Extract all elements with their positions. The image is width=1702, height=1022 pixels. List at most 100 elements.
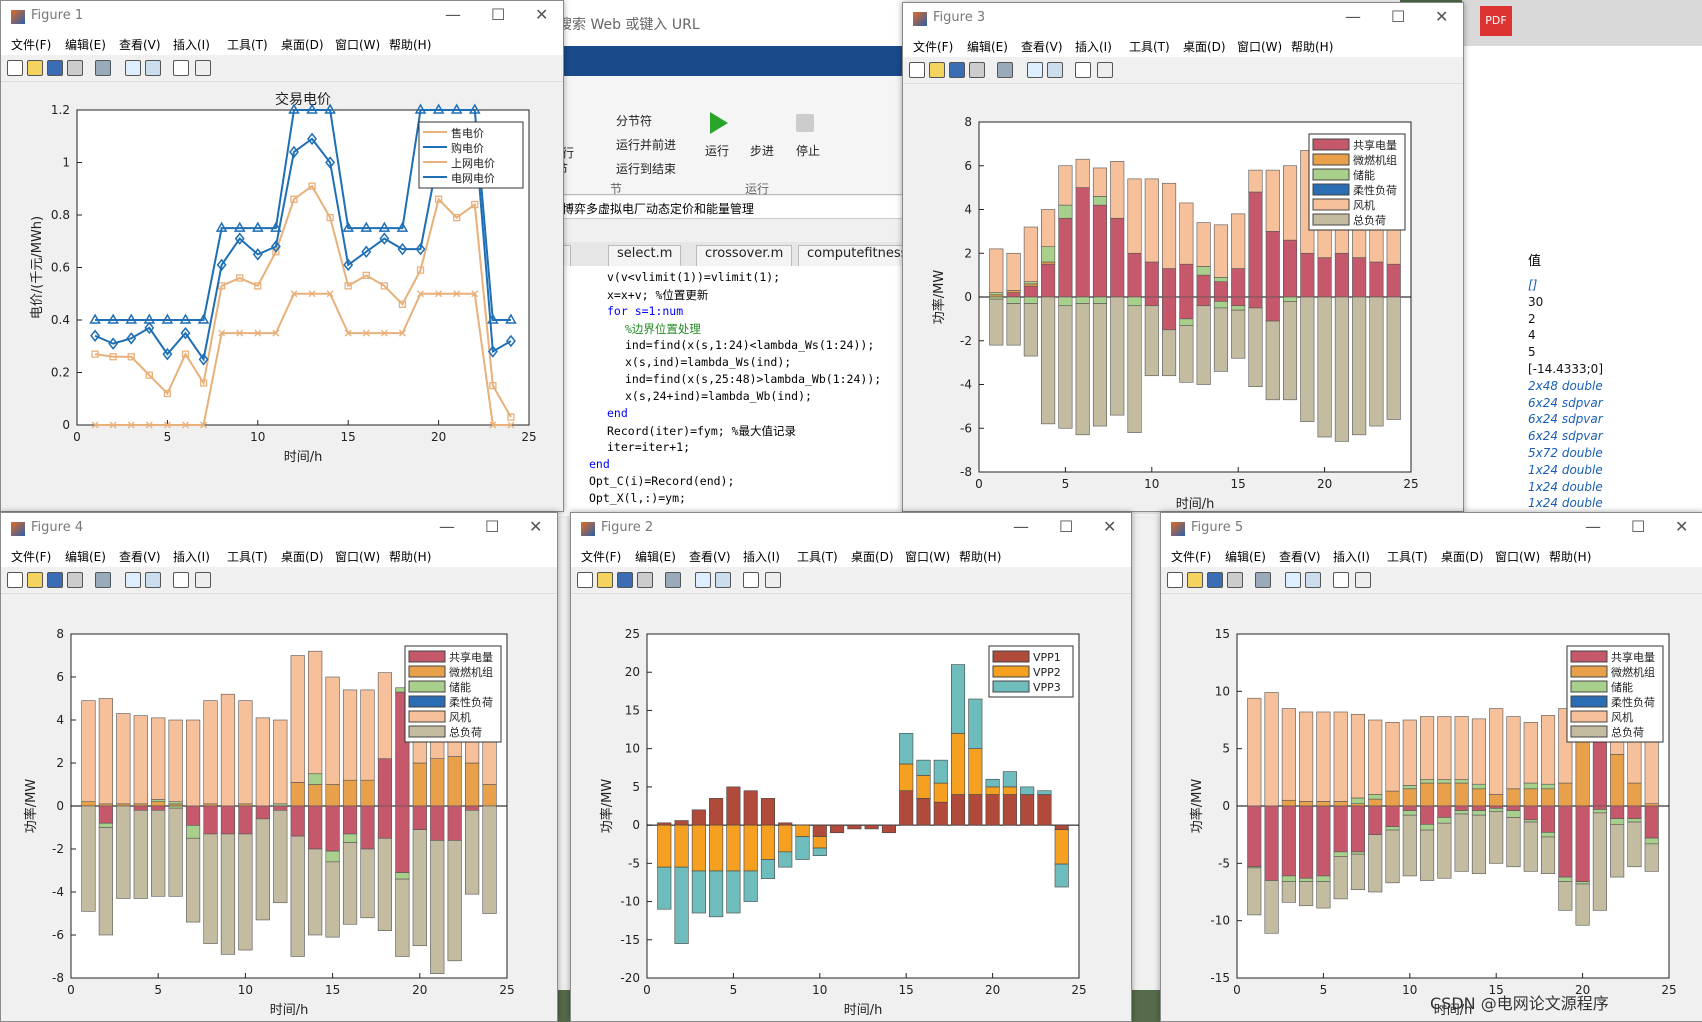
legend-icon[interactable] bbox=[1305, 572, 1321, 588]
menu-item[interactable]: 窗口(W) bbox=[335, 38, 381, 52]
workspace-value[interactable]: 2 bbox=[1528, 311, 1536, 326]
menu-item[interactable]: 工具(T) bbox=[797, 550, 838, 564]
code-line[interactable]: for s=1:num bbox=[607, 304, 684, 318]
menu-item[interactable]: 文件(F) bbox=[581, 550, 622, 564]
menu-item[interactable]: 查看(V) bbox=[1279, 550, 1321, 564]
close-icon[interactable]: ✕ bbox=[1103, 517, 1117, 536]
colorbar-icon[interactable] bbox=[125, 60, 141, 76]
new-icon[interactable] bbox=[7, 572, 23, 588]
menu-item[interactable]: 工具(T) bbox=[227, 550, 268, 564]
workspace-value[interactable]: 1x24 double bbox=[1528, 496, 1603, 511]
close-icon[interactable]: ✕ bbox=[529, 517, 543, 536]
link-icon[interactable] bbox=[95, 572, 111, 588]
print-icon[interactable] bbox=[1227, 572, 1243, 588]
figure-4-window[interactable]: Figure 4 — ☐ ✕ 文件(F) 编辑(E) 查看(V) 插入(I) 工具(T) 桌面(D… bbox=[0, 512, 558, 1022]
menu-item[interactable]: 窗口(W) bbox=[1237, 40, 1283, 54]
colorbar-icon[interactable] bbox=[1285, 572, 1301, 588]
pointer-icon[interactable] bbox=[1333, 572, 1349, 588]
minimize-icon[interactable]: — bbox=[1345, 7, 1361, 26]
menu-item[interactable]: 帮助(H) bbox=[389, 38, 432, 52]
print-icon[interactable] bbox=[969, 62, 985, 78]
code-line[interactable]: end bbox=[589, 457, 610, 471]
menu-item[interactable]: 窗口(W) bbox=[1495, 550, 1541, 564]
maximize-icon[interactable]: ☐ bbox=[491, 5, 506, 24]
print-icon[interactable] bbox=[637, 572, 653, 588]
code-line[interactable]: ind=find(x(s,25:48)>lambda_Wb(1:24)); bbox=[625, 372, 882, 386]
menu-item[interactable]: 文件(F) bbox=[1171, 550, 1212, 564]
title-bar[interactable]: Figure 5 — ☐ ✕ bbox=[1161, 513, 1702, 545]
legend-icon[interactable] bbox=[145, 60, 161, 76]
code-line[interactable]: Record(iter)=fym; %最大值记录 bbox=[607, 424, 797, 438]
new-icon[interactable] bbox=[7, 60, 23, 76]
menu-item[interactable]: 插入(I) bbox=[743, 550, 780, 564]
open-icon[interactable] bbox=[1187, 572, 1203, 588]
menu-item[interactable]: 编辑(E) bbox=[65, 550, 106, 564]
menu-item[interactable]: 桌面(D) bbox=[1441, 550, 1484, 564]
menu-item[interactable]: 文件(F) bbox=[11, 550, 52, 564]
code-line[interactable]: %边界位置处理 bbox=[625, 322, 701, 336]
close-icon[interactable]: ✕ bbox=[1435, 7, 1449, 26]
close-icon[interactable]: ✕ bbox=[1675, 517, 1689, 536]
workspace-value[interactable]: 2x48 double bbox=[1528, 378, 1603, 393]
ribbon-run-to-end[interactable]: 运行到结束 bbox=[616, 162, 677, 176]
menu-item[interactable]: 插入(I) bbox=[173, 550, 210, 564]
new-icon[interactable] bbox=[1167, 572, 1183, 588]
menu-item[interactable]: 桌面(D) bbox=[1183, 40, 1226, 54]
open-icon[interactable] bbox=[27, 572, 43, 588]
ribbon-run-advance[interactable]: 运行并前进 bbox=[616, 138, 677, 152]
menu-item[interactable]: 查看(V) bbox=[119, 550, 161, 564]
pointer-icon[interactable] bbox=[173, 60, 189, 76]
ribbon-section-break[interactable]: 分节符 bbox=[616, 114, 653, 128]
menu-item[interactable]: 工具(T) bbox=[227, 38, 268, 52]
workspace-value[interactable]: 1x24 double bbox=[1528, 479, 1603, 494]
minimize-icon[interactable]: — bbox=[439, 517, 455, 536]
code-line[interactable]: x(s,ind)=lambda_Ws(ind); bbox=[625, 355, 792, 369]
menu-item[interactable]: 查看(V) bbox=[119, 38, 161, 52]
open-icon[interactable] bbox=[27, 60, 43, 76]
menu-item[interactable]: 插入(I) bbox=[173, 38, 210, 52]
pointer-icon[interactable] bbox=[1075, 62, 1091, 78]
menu-item[interactable]: 桌面(D) bbox=[851, 550, 894, 564]
code-line[interactable]: x=x+v; %位置更新 bbox=[607, 288, 709, 302]
title-bar[interactable]: Figure 4 — ☐ ✕ bbox=[1, 513, 557, 545]
menu-item[interactable]: 帮助(H) bbox=[389, 550, 432, 564]
legend-icon[interactable] bbox=[145, 572, 161, 588]
figure-3-window[interactable]: Figure 3 — ☐ ✕ 文件(F) 编辑(E) 查看(V) 插入(I) 工具(T) 桌面(D… bbox=[902, 2, 1464, 512]
open-icon[interactable] bbox=[929, 62, 945, 78]
property-icon[interactable] bbox=[195, 60, 211, 76]
save-icon[interactable] bbox=[617, 572, 633, 588]
menu-item[interactable]: 文件(F) bbox=[913, 40, 954, 54]
menu-item[interactable]: 插入(I) bbox=[1333, 550, 1370, 564]
workspace-value[interactable]: 5x72 double bbox=[1528, 446, 1603, 460]
pointer-icon[interactable] bbox=[743, 572, 759, 588]
title-bar[interactable]: Figure 2 — ☐ ✕ bbox=[571, 513, 1131, 545]
link-icon[interactable] bbox=[95, 60, 111, 76]
save-icon[interactable] bbox=[949, 62, 965, 78]
workspace-value[interactable]: 1x24 double bbox=[1528, 462, 1603, 477]
new-icon[interactable] bbox=[577, 572, 593, 588]
figure-2-window[interactable]: Figure 2 — ☐ ✕ 文件(F) 编辑(E) 查看(V) 插入(I) 工具(T) 桌面(D… bbox=[570, 512, 1132, 1022]
tab-computefitness[interactable]: computefitness bbox=[798, 245, 917, 267]
pdf-icon[interactable]: PDF bbox=[1480, 6, 1512, 36]
maximize-icon[interactable]: ☐ bbox=[485, 517, 500, 536]
ribbon-stop[interactable]: 停止 bbox=[796, 144, 821, 158]
minimize-icon[interactable]: — bbox=[1013, 517, 1029, 536]
tab-select[interactable]: select.m bbox=[608, 245, 682, 267]
menu-item[interactable]: 查看(V) bbox=[689, 550, 731, 564]
legend-icon[interactable] bbox=[1047, 62, 1063, 78]
maximize-icon[interactable]: ☐ bbox=[1391, 7, 1406, 26]
legend-icon[interactable] bbox=[715, 572, 731, 588]
menu-item[interactable]: 桌面(D) bbox=[281, 550, 324, 564]
menu-item[interactable]: 窗口(W) bbox=[335, 550, 381, 564]
menu-item[interactable]: 查看(V) bbox=[1021, 40, 1063, 54]
code-line[interactable]: ind=find(x(s,1:24)<lambda_Ws(1:24)); bbox=[625, 338, 875, 352]
property-icon[interactable] bbox=[1355, 572, 1371, 588]
colorbar-icon[interactable] bbox=[695, 572, 711, 588]
workspace-value[interactable]: [] bbox=[1528, 278, 1538, 292]
menu-item[interactable]: 编辑(E) bbox=[65, 38, 106, 52]
ribbon-step[interactable]: 步进 bbox=[750, 144, 775, 158]
open-icon[interactable] bbox=[597, 572, 613, 588]
workspace-value[interactable]: 4 bbox=[1528, 328, 1536, 343]
save-icon[interactable] bbox=[47, 60, 63, 76]
property-icon[interactable] bbox=[1097, 62, 1113, 78]
